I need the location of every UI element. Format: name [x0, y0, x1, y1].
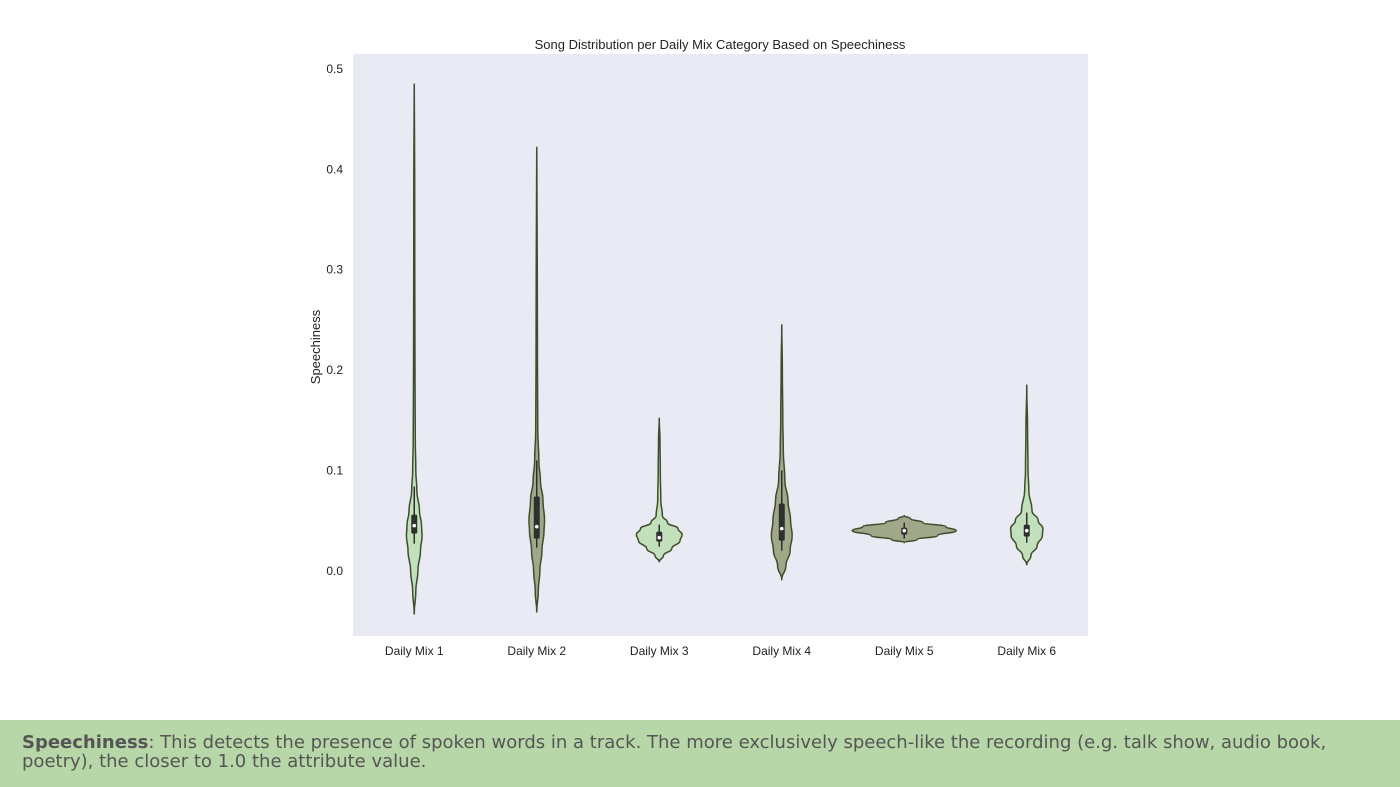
caption-text: : This detects the presence of spoken wo… — [22, 732, 1327, 772]
caption-bar: Speechiness: This detects the presence o… — [0, 720, 1400, 787]
violin-body — [770, 324, 793, 581]
violin-body — [405, 83, 423, 615]
x-tick-label: Daily Mix 5 — [875, 644, 934, 658]
x-axis-ticks: Daily Mix 1 Daily Mix 2 Daily Mix 3 Daily M… — [385, 644, 1057, 658]
chart-title: Song Distribution per Daily Mix Category… — [535, 37, 906, 52]
violin-median — [657, 535, 662, 540]
y-tick-label: 0.3 — [326, 263, 343, 277]
x-tick-label: Daily Mix 2 — [507, 644, 566, 658]
y-tick-label: 0.5 — [326, 62, 343, 76]
y-tick-label: 0.2 — [326, 363, 343, 377]
violin-iqr-box — [533, 496, 540, 539]
caption-term: Speechiness — [22, 732, 149, 753]
y-tick-label: 0.4 — [326, 162, 343, 176]
violins — [405, 83, 1044, 615]
y-tick-label: 0.0 — [326, 564, 343, 578]
violin-iqr-box — [778, 503, 785, 541]
x-tick-label: Daily Mix 1 — [385, 644, 444, 658]
violin-body — [1009, 384, 1044, 566]
violin-chart: Song Distribution per Daily Mix Category… — [308, 37, 1088, 658]
violin-median — [412, 523, 417, 528]
violin-median — [902, 528, 907, 533]
plot-area — [353, 54, 1088, 636]
x-tick-label: Daily Mix 4 — [752, 644, 811, 658]
y-tick-label: 0.1 — [326, 463, 343, 477]
violin-median — [779, 526, 784, 531]
violin-body — [528, 146, 546, 613]
violin-median — [534, 524, 539, 529]
violin-median — [1024, 528, 1029, 533]
y-axis-label: Speechiness — [308, 309, 323, 384]
x-tick-label: Daily Mix 6 — [997, 644, 1056, 658]
violin-body — [635, 417, 683, 563]
x-tick-label: Daily Mix 3 — [630, 644, 689, 658]
y-axis-ticks: 0.0 0.1 0.2 0.3 0.4 0.5 — [326, 62, 343, 578]
